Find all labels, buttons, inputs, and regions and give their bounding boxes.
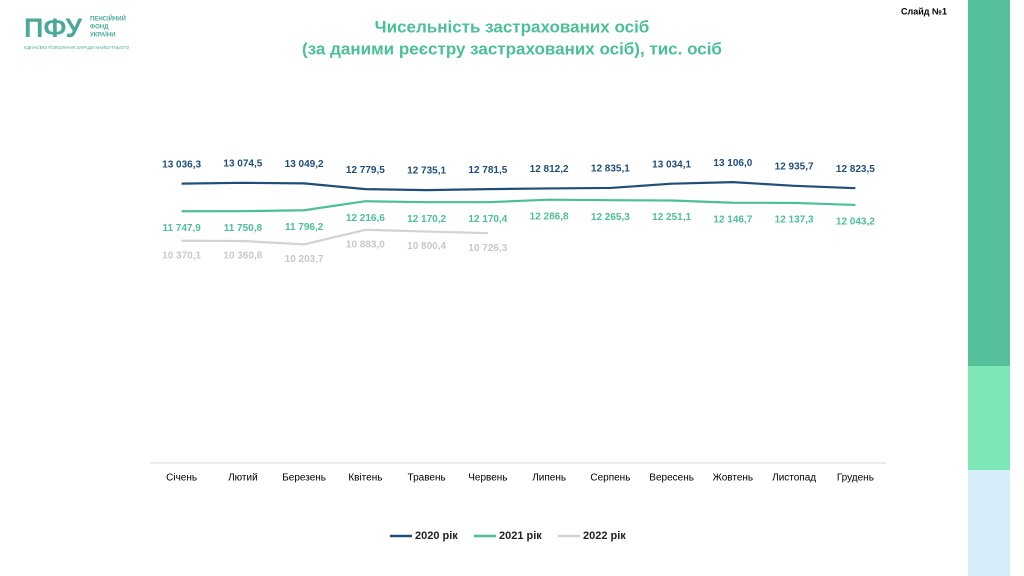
org-name: УКРАЇНИ [90,32,116,39]
x-tick-label: Червень [468,473,507,484]
data-label: 12 265,3 [591,212,630,223]
x-tick-label: Лютий [228,473,258,484]
series-line [181,181,856,192]
x-tick-label: Квітень [348,473,382,484]
data-label: 13 049,2 [285,159,324,170]
data-label: 10 360,8 [223,251,262,262]
data-label: 10 883,0 [346,239,385,250]
data-label: 10 726,3 [468,243,507,254]
logo: ПФУ [24,13,83,43]
legend-label: 2022 рік [583,530,626,542]
chart-title: Чисельність застрахованих осіб [375,17,650,36]
data-label: 12 781,5 [468,165,507,176]
data-label: 13 036,3 [162,159,201,170]
x-tick-label: Травень [408,473,446,484]
data-label: 12 823,5 [836,164,875,175]
data-label: 12 146,7 [713,214,752,225]
data-label: 12 735,1 [407,166,446,177]
data-label: 11 796,2 [285,222,324,233]
data-label: 12 216,6 [346,213,385,224]
series-line [181,228,488,246]
data-label: 12 137,3 [775,215,814,226]
x-tick-label: Березень [282,473,326,484]
slide-number: Слайд №1 [901,6,947,16]
side-bar [968,0,1010,366]
legend-label: 2020 рік [415,530,458,542]
data-label: 12 170,2 [407,214,446,225]
series-line [181,198,856,213]
data-label: 12 935,7 [775,161,814,172]
data-label: 13 074,5 [223,158,262,169]
data-label: 12 043,2 [836,217,875,228]
data-label: 12 286,8 [530,211,569,222]
data-label: 13 034,1 [652,159,691,170]
side-bar [968,366,1010,470]
x-tick-label: Січень [166,473,197,484]
data-label: 10 800,4 [407,241,446,252]
x-tick-label: Вересень [649,473,694,484]
chart-title: (за даними реєстру застрахованих осіб), … [302,39,722,58]
data-label: 13 106,0 [713,158,752,169]
legend-label: 2021 рік [499,530,542,542]
org-name: ПЕНСІЙНИЙ [90,15,126,23]
data-label: 10 370,1 [162,250,201,261]
org-name: ФОНД [90,25,109,31]
x-tick-label: Листопад [772,473,816,484]
x-tick-label: Липень [532,473,566,484]
data-label: 11 750,8 [224,223,263,234]
data-label: 12 170,4 [468,214,507,225]
data-label: 11 747,9 [162,223,201,234]
tagline: ЄДНАЄМО ПОКОЛІННЯ ЗАРАДИ МАЙБУТНЬОГО [24,43,130,50]
x-tick-label: Жовтень [713,473,754,484]
x-tick-label: Серпень [590,473,630,484]
data-label: 12 251,1 [652,212,691,223]
side-bar [968,470,1010,576]
data-label: 12 835,1 [591,164,630,175]
data-label: 10 203,7 [285,254,324,265]
data-label: 12 812,2 [530,164,569,175]
x-tick-label: Грудень [837,473,874,484]
data-label: 12 779,5 [346,165,385,176]
